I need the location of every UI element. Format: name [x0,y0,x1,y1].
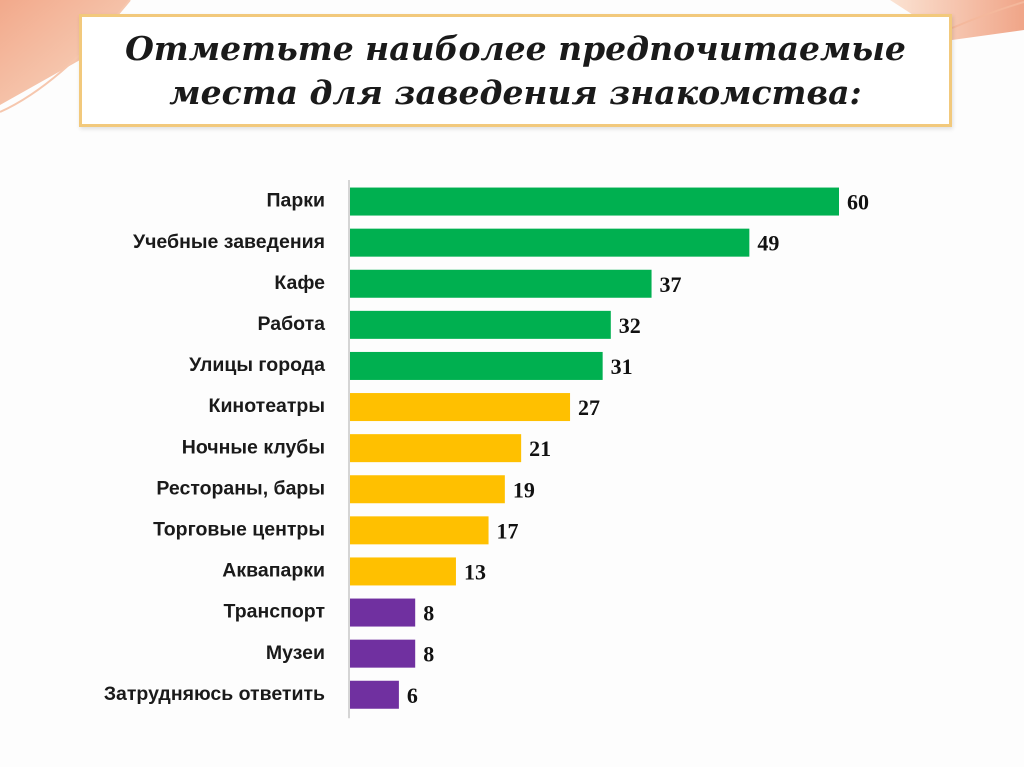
value-label: 49 [757,231,779,256]
category-label: Музеи [266,642,325,664]
corner-swoosh-right [890,0,1024,40]
bar [350,680,399,709]
category-label: Торговые центры [153,519,325,541]
category-label: Затрудняюсь ответить [104,683,325,705]
value-label: 31 [611,354,633,379]
category-label: Работа [258,313,326,335]
bar [350,516,489,545]
value-label: 8 [423,601,434,626]
category-label: Ночные клубы [182,436,325,458]
bar [350,269,652,298]
category-label: Парки [266,190,325,212]
bar [350,639,416,668]
category-label: Кинотеатры [209,395,325,417]
value-label: 8 [423,642,434,667]
bar [350,475,505,504]
category-label: Учебные заведения [133,231,325,253]
value-label: 32 [619,313,641,338]
value-label: 37 [660,272,682,297]
value-label: 6 [407,683,418,708]
value-label: 19 [513,477,535,502]
bar [350,351,603,380]
value-label: 13 [464,559,486,584]
value-label: 21 [529,436,551,461]
bar [350,557,456,586]
value-label: 17 [497,518,519,543]
corner-curve-right [951,1,1024,29]
bar [350,228,750,257]
bar [350,310,611,339]
bar [350,434,522,463]
bar [350,598,416,627]
value-label: 60 [847,190,869,215]
bar [350,393,571,422]
bar [350,187,839,216]
category-label: Улицы города [189,354,325,376]
value-label: 27 [578,395,600,420]
category-label: Аквапарки [222,560,325,582]
category-label: Рестораны, бары [156,477,325,499]
category-label: Транспорт [224,601,325,623]
title-box: Отметьте наиболее предпочитаемые места д… [79,14,952,127]
chart-title: Отметьте наиболее предпочитаемые места д… [125,28,906,112]
category-label: Кафе [274,272,325,294]
